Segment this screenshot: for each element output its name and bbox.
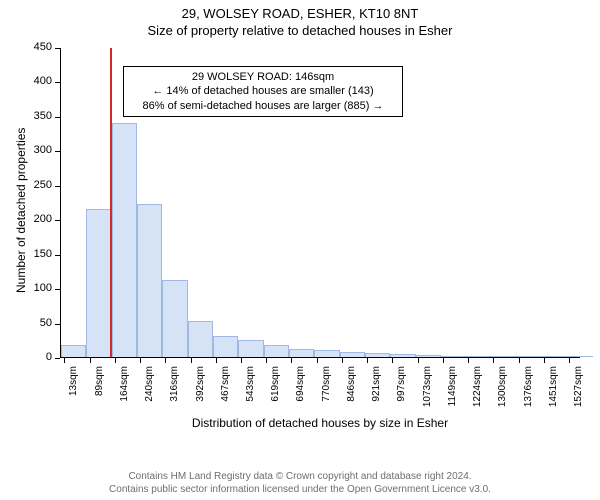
histogram-bar	[238, 340, 263, 357]
footer-line-2: Contains public sector information licen…	[0, 483, 600, 496]
x-tick-mark	[493, 358, 494, 363]
annotation-box: 29 WOLSEY ROAD: 146sqm← 14% of detached …	[123, 66, 403, 117]
x-tick-mark	[544, 358, 545, 363]
histogram-bar	[542, 356, 567, 357]
footer-credits: Contains HM Land Registry data © Crown c…	[0, 470, 600, 496]
y-tick-label: 400	[12, 75, 52, 87]
y-tick-label: 150	[12, 248, 52, 260]
x-tick-mark	[392, 358, 393, 363]
x-tick-mark	[90, 358, 91, 363]
x-tick-mark	[216, 358, 217, 363]
histogram-bar	[441, 356, 466, 357]
histogram-bar	[365, 353, 390, 357]
x-tick-label: 846sqm	[346, 366, 357, 416]
x-tick-label: 392sqm	[195, 366, 206, 416]
histogram-bar	[289, 349, 314, 357]
histogram-bar	[416, 355, 441, 357]
x-tick-label: 694sqm	[295, 366, 306, 416]
x-tick-label: 1300sqm	[497, 366, 508, 416]
x-tick-mark	[140, 358, 141, 363]
x-tick-label: 1527sqm	[573, 366, 584, 416]
y-tick-label: 200	[12, 213, 52, 225]
x-tick-label: 1224sqm	[472, 366, 483, 416]
x-tick-mark	[241, 358, 242, 363]
y-tick-label: 50	[12, 317, 52, 329]
histogram-bar	[517, 356, 542, 357]
y-tick-label: 250	[12, 179, 52, 191]
footer-line-1: Contains HM Land Registry data © Crown c…	[0, 470, 600, 483]
x-tick-mark	[443, 358, 444, 363]
x-tick-label: 467sqm	[220, 366, 231, 416]
histogram-bar	[492, 356, 517, 357]
x-tick-label: 89sqm	[94, 366, 105, 416]
annotation-line-3: 86% of semi-detached houses are larger (…	[130, 99, 396, 113]
y-tick-mark	[55, 220, 60, 221]
histogram-bar	[264, 345, 289, 357]
histogram-bar	[61, 345, 86, 357]
chart-container: 29, WOLSEY ROAD, ESHER, KT10 8NT Size of…	[0, 0, 600, 500]
x-tick-mark	[342, 358, 343, 363]
x-tick-mark	[191, 358, 192, 363]
y-tick-label: 450	[12, 41, 52, 53]
x-tick-label: 770sqm	[321, 366, 332, 416]
x-tick-mark	[317, 358, 318, 363]
x-tick-mark	[64, 358, 65, 363]
y-tick-mark	[55, 186, 60, 187]
y-tick-mark	[55, 82, 60, 83]
x-tick-mark	[115, 358, 116, 363]
titles-block: 29, WOLSEY ROAD, ESHER, KT10 8NT Size of…	[0, 0, 600, 40]
x-tick-label: 13sqm	[68, 366, 79, 416]
y-tick-mark	[55, 289, 60, 290]
histogram-bar	[568, 356, 593, 357]
histogram-bar	[188, 321, 213, 357]
y-tick-mark	[55, 358, 60, 359]
title-line-1: 29, WOLSEY ROAD, ESHER, KT10 8NT	[0, 6, 600, 23]
x-tick-label: 997sqm	[396, 366, 407, 416]
x-tick-mark	[367, 358, 368, 363]
annotation-line-1: 29 WOLSEY ROAD: 146sqm	[130, 70, 396, 84]
x-tick-mark	[418, 358, 419, 363]
y-tick-label: 100	[12, 282, 52, 294]
histogram-bar	[314, 350, 339, 357]
x-tick-mark	[291, 358, 292, 363]
x-tick-label: 1451sqm	[548, 366, 559, 416]
y-tick-mark	[55, 255, 60, 256]
x-tick-label: 619sqm	[270, 366, 281, 416]
x-tick-label: 316sqm	[169, 366, 180, 416]
y-tick-mark	[55, 151, 60, 152]
x-tick-label: 164sqm	[119, 366, 130, 416]
y-tick-mark	[55, 324, 60, 325]
x-axis-label: Distribution of detached houses by size …	[60, 416, 580, 430]
x-tick-label: 1073sqm	[422, 366, 433, 416]
histogram-bar	[213, 336, 238, 357]
annotation-line-2: ← 14% of detached houses are smaller (14…	[130, 84, 396, 98]
y-tick-mark	[55, 117, 60, 118]
property-marker-line	[110, 48, 112, 357]
histogram-bar	[466, 356, 491, 357]
histogram-bar	[162, 280, 187, 357]
x-tick-mark	[519, 358, 520, 363]
histogram-bar	[112, 123, 137, 357]
y-tick-label: 300	[12, 144, 52, 156]
x-tick-label: 1149sqm	[447, 366, 458, 416]
y-tick-mark	[55, 48, 60, 49]
plot-area: 29 WOLSEY ROAD: 146sqm← 14% of detached …	[60, 48, 580, 358]
x-tick-mark	[569, 358, 570, 363]
x-tick-label: 1376sqm	[523, 366, 534, 416]
y-tick-label: 350	[12, 110, 52, 122]
x-tick-label: 240sqm	[144, 366, 155, 416]
histogram-bar	[340, 352, 365, 357]
x-tick-mark	[468, 358, 469, 363]
title-line-2: Size of property relative to detached ho…	[0, 23, 600, 40]
x-tick-label: 921sqm	[371, 366, 382, 416]
y-tick-label: 0	[12, 351, 52, 363]
x-tick-mark	[266, 358, 267, 363]
x-tick-label: 543sqm	[245, 366, 256, 416]
histogram-bar	[390, 354, 415, 357]
histogram-bar	[137, 204, 162, 357]
chart-wrap: 29 WOLSEY ROAD: 146sqm← 14% of detached …	[0, 42, 600, 442]
histogram-bar	[86, 209, 111, 357]
x-tick-mark	[165, 358, 166, 363]
